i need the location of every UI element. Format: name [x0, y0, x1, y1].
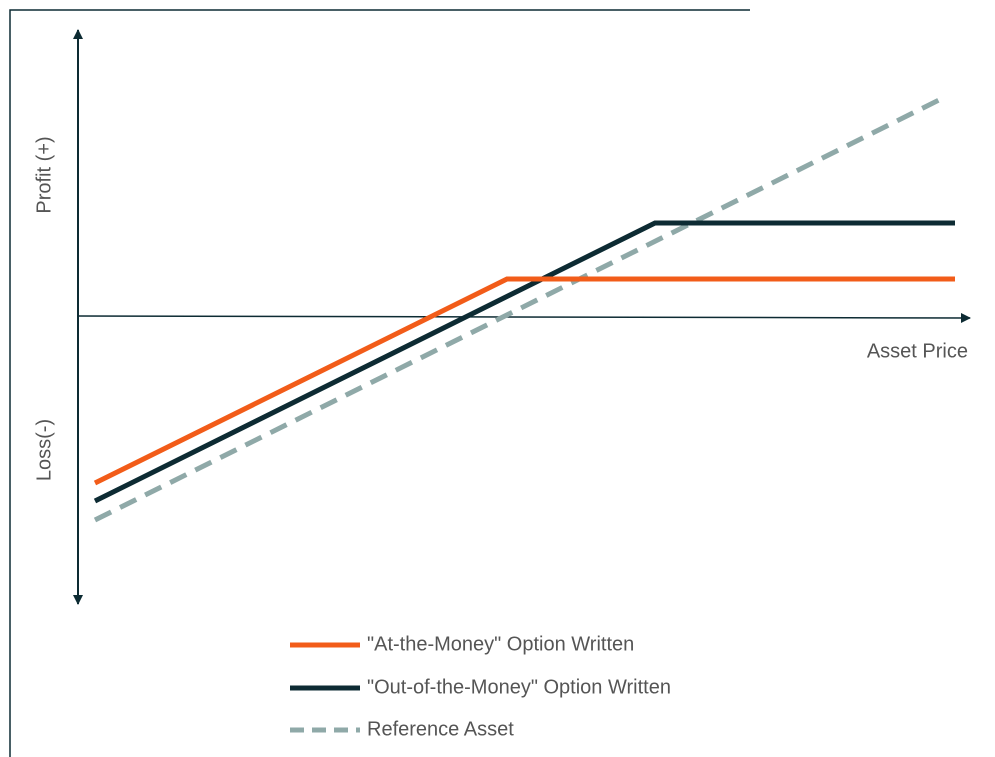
legend-label: Reference Asset	[367, 718, 514, 740]
frame	[9, 9, 750, 757]
otm-line	[93, 220, 955, 504]
legend-label: "At-the-Money" Option Written	[367, 633, 634, 655]
x-label: Asset Price	[867, 340, 968, 362]
legend-label: "Out-of-the-Money" Option Written	[367, 676, 671, 698]
x-axis	[77, 312, 971, 323]
y-top-label: Profit (+)	[33, 136, 55, 213]
y-bottom-label: Loss(-)	[33, 419, 55, 481]
atm-line	[93, 276, 955, 486]
reference-asset-line	[93, 94, 947, 523]
